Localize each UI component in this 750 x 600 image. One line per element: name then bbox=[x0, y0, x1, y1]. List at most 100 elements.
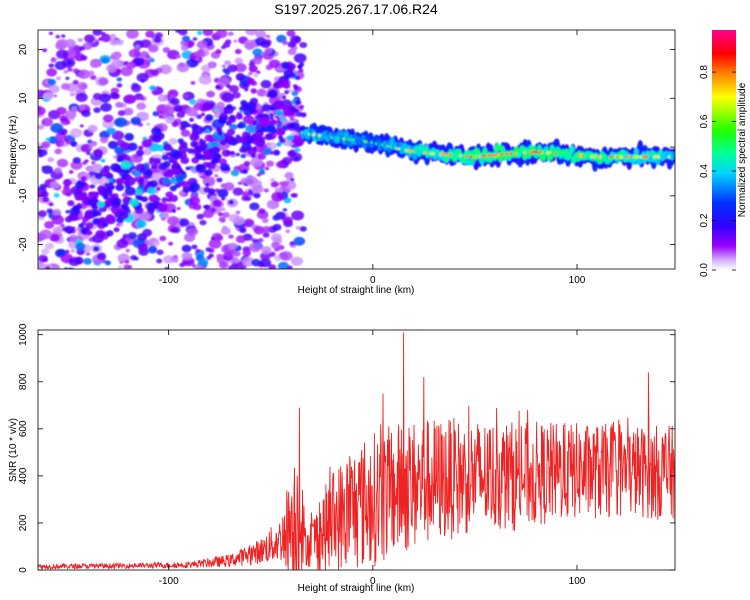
spectrogram-cell bbox=[190, 81, 196, 85]
spectrogram-cell bbox=[89, 74, 97, 81]
spectrogram-cell bbox=[138, 179, 145, 184]
spectrogram-cell bbox=[258, 208, 266, 214]
spectrogram-cell bbox=[91, 161, 96, 165]
spectrogram-cell bbox=[128, 48, 141, 58]
spectrogram-cell bbox=[167, 216, 179, 226]
spectrogram-cell bbox=[221, 64, 226, 68]
spectrogram-cell bbox=[343, 130, 349, 139]
colorbar-tick-label: 0.4 bbox=[699, 164, 710, 178]
spectrogram-cell bbox=[85, 222, 94, 230]
spectrogram-cell bbox=[105, 214, 115, 222]
spectrogram-cell bbox=[263, 188, 270, 193]
spectrogram-cell bbox=[227, 31, 234, 37]
spectrogram-cell bbox=[233, 39, 238, 43]
spectrogram-cell bbox=[109, 38, 119, 46]
spectrogram-cell bbox=[176, 62, 190, 73]
spectrogram-cell bbox=[44, 220, 55, 229]
spectrogram-cell bbox=[189, 99, 197, 105]
spectrogram-cell bbox=[191, 157, 200, 164]
spectrogram-cell bbox=[75, 92, 88, 102]
x-tick-label: 100 bbox=[569, 576, 586, 587]
spectrogram-cell bbox=[231, 257, 240, 264]
spectrogram-cell bbox=[204, 134, 214, 142]
spectrogram-cell bbox=[189, 132, 200, 142]
spectrogram-cell bbox=[153, 241, 160, 247]
spectrogram-cell bbox=[232, 187, 244, 196]
spectrogram-cell bbox=[253, 192, 261, 199]
spectrogram-cell bbox=[48, 202, 54, 207]
spectrogram-cell bbox=[147, 207, 155, 215]
spectrogram-cell bbox=[287, 48, 297, 56]
spectrogram-cell bbox=[172, 161, 179, 167]
spectrogram-cell bbox=[215, 85, 221, 89]
spectrogram-cell bbox=[282, 110, 290, 117]
colorbar-ticks: 0.0 0.2 0.4 0.6 0.8 bbox=[699, 65, 736, 277]
spectrogram-cell bbox=[86, 230, 93, 236]
spectrogram-cell bbox=[148, 245, 158, 254]
spectrogram-cell bbox=[182, 186, 191, 193]
spectrogram-cell bbox=[175, 176, 184, 184]
spectrogram-cell bbox=[196, 40, 208, 49]
spectrogram-cell bbox=[199, 219, 207, 226]
spectrogram-cell bbox=[39, 229, 53, 240]
spectrogram-cell bbox=[122, 233, 129, 239]
spectrogram-cell bbox=[240, 99, 248, 106]
spectrogram-cell bbox=[216, 127, 223, 133]
spectrogram-cell bbox=[249, 237, 255, 242]
spectrogram-cell bbox=[205, 182, 210, 187]
spectrogram-cell bbox=[48, 84, 60, 94]
spectrogram-cell bbox=[266, 199, 280, 210]
spectrogram-cell bbox=[79, 46, 86, 51]
spectrogram-cell bbox=[246, 77, 255, 85]
spectrogram-cell bbox=[42, 196, 50, 203]
spectrogram-cell bbox=[105, 230, 114, 237]
spectrogram-cell bbox=[275, 115, 280, 119]
spectrogram-cell bbox=[78, 104, 86, 110]
spectrogram-cell bbox=[189, 117, 194, 122]
spectrogram-cell bbox=[278, 135, 284, 140]
spectrogram-cell bbox=[46, 208, 54, 214]
spectrogram-cell bbox=[156, 258, 163, 264]
spectrogram-cell bbox=[171, 209, 177, 213]
spectrogram-cell bbox=[235, 235, 247, 244]
spectrogram-cell bbox=[241, 142, 252, 152]
spectrogram-cell bbox=[216, 101, 225, 109]
spectrogram-cell bbox=[135, 219, 147, 229]
spectrogram-cell bbox=[67, 67, 73, 72]
spectrogram-cell bbox=[224, 39, 232, 45]
spectrogram-cell bbox=[235, 113, 243, 120]
spectrogram-cell bbox=[259, 258, 272, 268]
spectrogram-cell bbox=[176, 206, 181, 211]
y-tick-label: 20 bbox=[18, 44, 29, 56]
spectrogram-cell bbox=[116, 239, 129, 249]
spectrogram-cell bbox=[161, 197, 169, 203]
spectrogram-cell bbox=[41, 165, 53, 175]
spectrogram-cell bbox=[124, 61, 129, 65]
spectrogram-cell bbox=[151, 88, 160, 96]
spectrogram-cell bbox=[115, 101, 124, 108]
spectrogram-cell bbox=[50, 123, 64, 133]
spectrogram-cell bbox=[114, 117, 128, 128]
y-tick-label: 0 bbox=[18, 144, 29, 150]
spectrogram-cell bbox=[203, 186, 211, 193]
spectrogram-cell bbox=[115, 183, 125, 192]
spectrogram-cell bbox=[96, 211, 102, 216]
spectrogram-cell bbox=[293, 236, 306, 246]
spectrogram-cell bbox=[72, 80, 79, 85]
y-tick-label: 800 bbox=[18, 373, 29, 390]
spectrogram-cell bbox=[288, 122, 296, 129]
spectrogram-cell bbox=[227, 64, 238, 73]
spectrogram-cell bbox=[412, 152, 418, 160]
spectrogram-cell bbox=[482, 147, 488, 156]
spectrogram-cell bbox=[44, 242, 55, 250]
spectrogram-cell bbox=[249, 97, 258, 105]
spectrogram-cell bbox=[264, 133, 273, 141]
spectrogram-cell bbox=[156, 249, 164, 255]
spectrogram-cell bbox=[293, 156, 299, 161]
spectrogram-cell bbox=[495, 143, 501, 151]
spectrogram-cell bbox=[56, 49, 69, 60]
spectrogram-cell bbox=[299, 42, 308, 49]
spectrogram-cell bbox=[70, 141, 78, 147]
spectrogram-cell bbox=[265, 160, 275, 167]
